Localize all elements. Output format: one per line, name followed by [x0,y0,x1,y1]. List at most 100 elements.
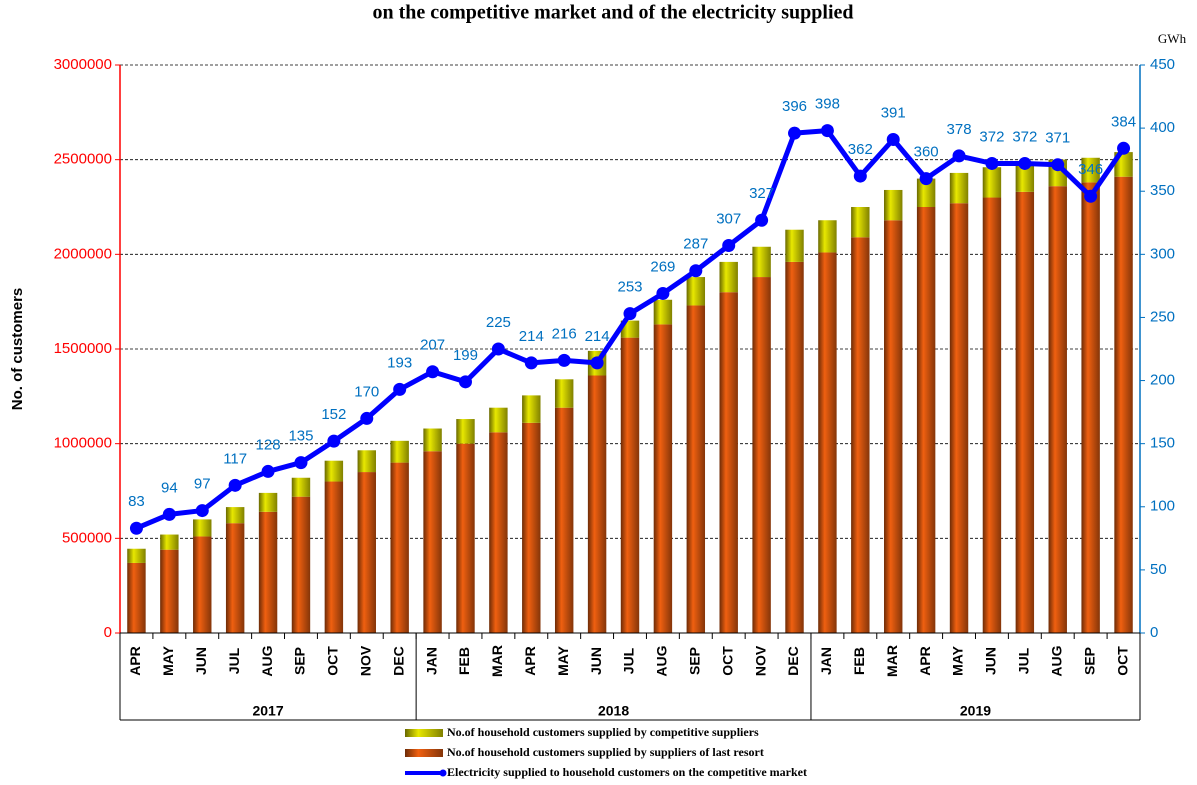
bar-segment [160,549,179,633]
x-tick-label: JUL [1016,647,1032,674]
x-tick-label: SEP [1081,647,1097,675]
bar-segment [686,277,706,306]
x-tick-label: JUL [226,647,242,674]
bar-segment [1015,163,1035,192]
bar-segment [258,492,278,512]
x-tick-label: FEB [456,647,472,675]
bar-segment [127,562,146,633]
line-point [195,504,209,518]
bar-segment [818,220,837,253]
bar-segment [620,337,640,633]
bar-segment [916,178,936,207]
data-label: 170 [354,383,379,400]
bar-segment [785,229,804,262]
data-label: 135 [288,428,313,445]
group-label: 2017 [252,703,283,719]
x-tick-label: NOV [752,645,768,676]
bar-segment [818,252,837,633]
bar-segment [851,237,870,633]
data-label: 207 [420,337,445,354]
line-point [524,356,538,370]
y2-tick-label: 350 [1150,182,1175,199]
data-label: 398 [815,96,840,113]
data-label: 216 [552,325,577,342]
bar-segment [456,443,475,633]
x-tick-label: APR [917,646,933,676]
x-tick-label: SEP [687,647,703,675]
line-point [623,307,637,321]
x-tick-label: AUG [654,645,670,676]
x-tick-label: AUG [1048,645,1064,676]
bar-segment [554,379,574,408]
x-tick-label: APR [127,646,143,676]
data-label: 214 [519,328,544,345]
line-point [952,149,966,163]
bar-segment [324,460,344,482]
y-tick-label: 3000000 [54,56,112,73]
data-label: 372 [1012,128,1037,145]
line-point [1117,141,1131,155]
data-label: 128 [256,436,281,453]
bar-segment [291,477,311,497]
line-point [886,132,900,146]
data-label: 346 [1078,161,1103,178]
line-point [853,169,867,183]
bar-segment [982,167,1002,198]
bar-segment [324,481,344,633]
line-point [1051,158,1065,172]
bar-segment [719,292,738,633]
line-point [590,356,604,370]
data-label: 152 [321,406,346,423]
x-tick-label: MAR [489,645,505,677]
y2-tick-label: 0 [1150,624,1158,641]
bar-segment [225,523,245,633]
y-tick-label: 0 [104,624,112,641]
x-tick-label: JUL [621,647,637,674]
data-label: 360 [914,144,939,161]
bar-segment [423,451,442,633]
x-tick-label: JUN [588,647,604,675]
bar-segment [291,496,311,633]
line-point [722,238,736,252]
bar-segment [127,548,146,563]
bar-segment [1081,157,1100,183]
bar-segment [1114,176,1133,633]
x-tick-label: MAY [555,645,571,675]
data-label: 117 [223,450,247,467]
bar-segment [193,536,212,633]
line-point [919,172,933,186]
line-point [1084,189,1098,203]
line-point [129,521,143,535]
bar-segment [1048,186,1067,633]
x-tick-label: JAN [818,647,834,675]
legend-swatch [439,769,447,777]
data-label: 199 [453,347,478,364]
line-point [261,464,275,478]
y-axis-label: No. of customers [9,288,26,411]
legend-swatch [405,749,443,757]
bar-segment [916,207,936,633]
data-label: 362 [848,141,873,158]
data-label: 225 [486,314,511,331]
bar-segment [752,246,771,278]
bar-segment [785,261,804,633]
bar-segment [390,462,409,633]
data-label: 372 [979,128,1004,145]
bar-segment [390,440,409,463]
bar-segment [949,172,969,204]
line-point [458,375,472,389]
bar-segment [357,472,376,633]
x-tick-label: MAR [884,645,900,677]
legend-label: Electricity supplied to household custom… [447,765,807,779]
bar-segment [653,324,673,633]
bar-segment [884,220,903,633]
x-tick-label: OCT [325,646,341,676]
bar-segment [258,511,278,633]
bar-segment [522,422,541,633]
y-tick-label: 500000 [62,529,112,546]
data-label: 327 [749,185,774,202]
data-label: 396 [782,98,807,115]
bar-segment [851,207,870,238]
bar-segment [423,428,442,452]
